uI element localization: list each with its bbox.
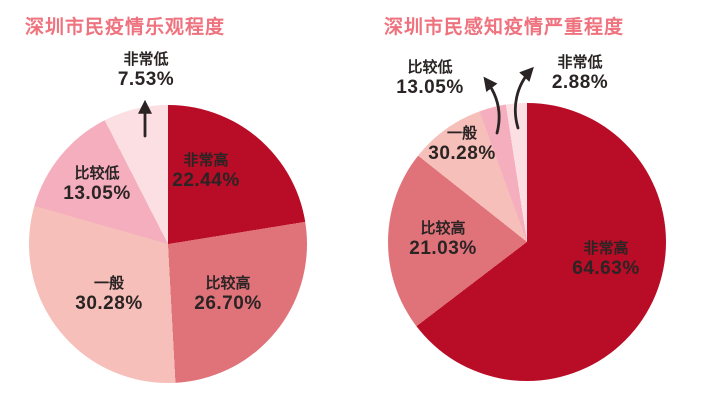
slice-label-very-low: 非常低 7.53% xyxy=(117,51,175,90)
slice-name: 比较低 xyxy=(407,59,453,76)
slice-percent: 13.05% xyxy=(396,76,464,98)
slice-percent: 22.44% xyxy=(172,169,240,191)
chart-title-optimism: 深圳市民疫情乐观程度 xyxy=(25,17,226,38)
slice-name: 一般 xyxy=(446,125,478,142)
slice-name: 非常低 xyxy=(557,54,603,71)
pie-optimism xyxy=(29,105,307,383)
slice-percent: 13.05% xyxy=(63,182,131,204)
slice-name: 比较高 xyxy=(205,275,251,292)
chart-title-severity: 深圳市民感知疫情严重程度 xyxy=(384,17,625,38)
slice-percent: 30.28% xyxy=(428,142,496,164)
slice-percent: 2.88% xyxy=(551,71,609,93)
slice-percent: 26.70% xyxy=(194,292,262,314)
slice-label-very-low: 非常低 2.88% xyxy=(551,54,609,93)
slice-percent: 21.03% xyxy=(409,237,477,259)
slice-percent: 64.63% xyxy=(572,257,640,279)
slice-name: 非常高 xyxy=(183,152,229,169)
slice-name: 非常高 xyxy=(583,240,629,257)
arrow-fairly-low-pointer-icon xyxy=(483,76,501,135)
slice-label-fairly-high: 比较高 26.70% xyxy=(194,275,262,314)
slice-name: 比较低 xyxy=(74,165,120,182)
slice-name: 比较高 xyxy=(420,220,466,237)
slice-percent: 7.53% xyxy=(117,68,175,90)
slice-label-very-high: 非常高 64.63% xyxy=(572,240,640,279)
slice-percent: 30.28% xyxy=(75,292,143,314)
arrow-very-low-pointer-icon xyxy=(513,66,534,130)
slice-label-neutral: 一般 30.28% xyxy=(428,125,496,164)
arrow-very-low-pointer-icon xyxy=(138,99,152,138)
slice-label-neutral: 一般 30.28% xyxy=(75,275,143,314)
slice-label-fairly-low: 比较低 13.05% xyxy=(396,59,464,98)
slice-label-very-high: 非常高 22.44% xyxy=(172,152,240,191)
slice-name: 非常低 xyxy=(123,51,169,68)
pie-severity xyxy=(388,103,666,381)
slice-label-fairly-high: 比较高 21.03% xyxy=(409,220,477,259)
slice-name: 一般 xyxy=(93,275,125,292)
slice-label-fairly-low: 比较低 13.05% xyxy=(63,165,131,204)
